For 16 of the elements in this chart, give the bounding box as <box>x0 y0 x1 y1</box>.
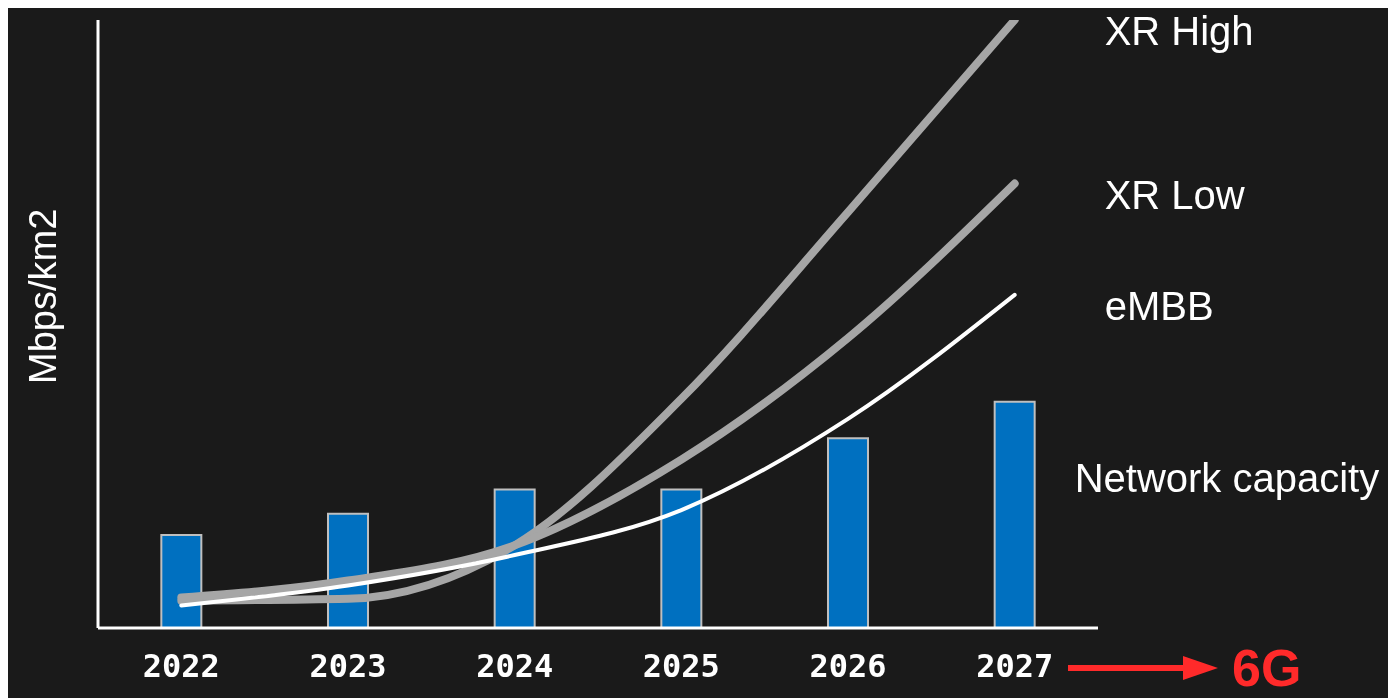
bar <box>993 400 1036 628</box>
x-tick-label: 2024 <box>476 646 554 685</box>
x-tick-label: 2027 <box>976 646 1054 685</box>
series-label: Network capacity <box>1074 455 1380 500</box>
bar <box>827 437 869 628</box>
bar <box>160 533 203 628</box>
x-tick-label: 2022 <box>142 646 220 685</box>
text: 6G <box>1232 638 1302 698</box>
text: XR High <box>1104 9 1254 53</box>
bar <box>660 488 703 628</box>
text: eMBB <box>1104 283 1214 328</box>
x-tick-label: 2026 <box>809 646 887 685</box>
x-tick-label: 2025 <box>642 646 720 685</box>
y-axis-title: Mbps/km2 <box>22 208 65 384</box>
x-tick-label: 2023 <box>309 646 387 685</box>
text: XR Low <box>1104 172 1245 217</box>
